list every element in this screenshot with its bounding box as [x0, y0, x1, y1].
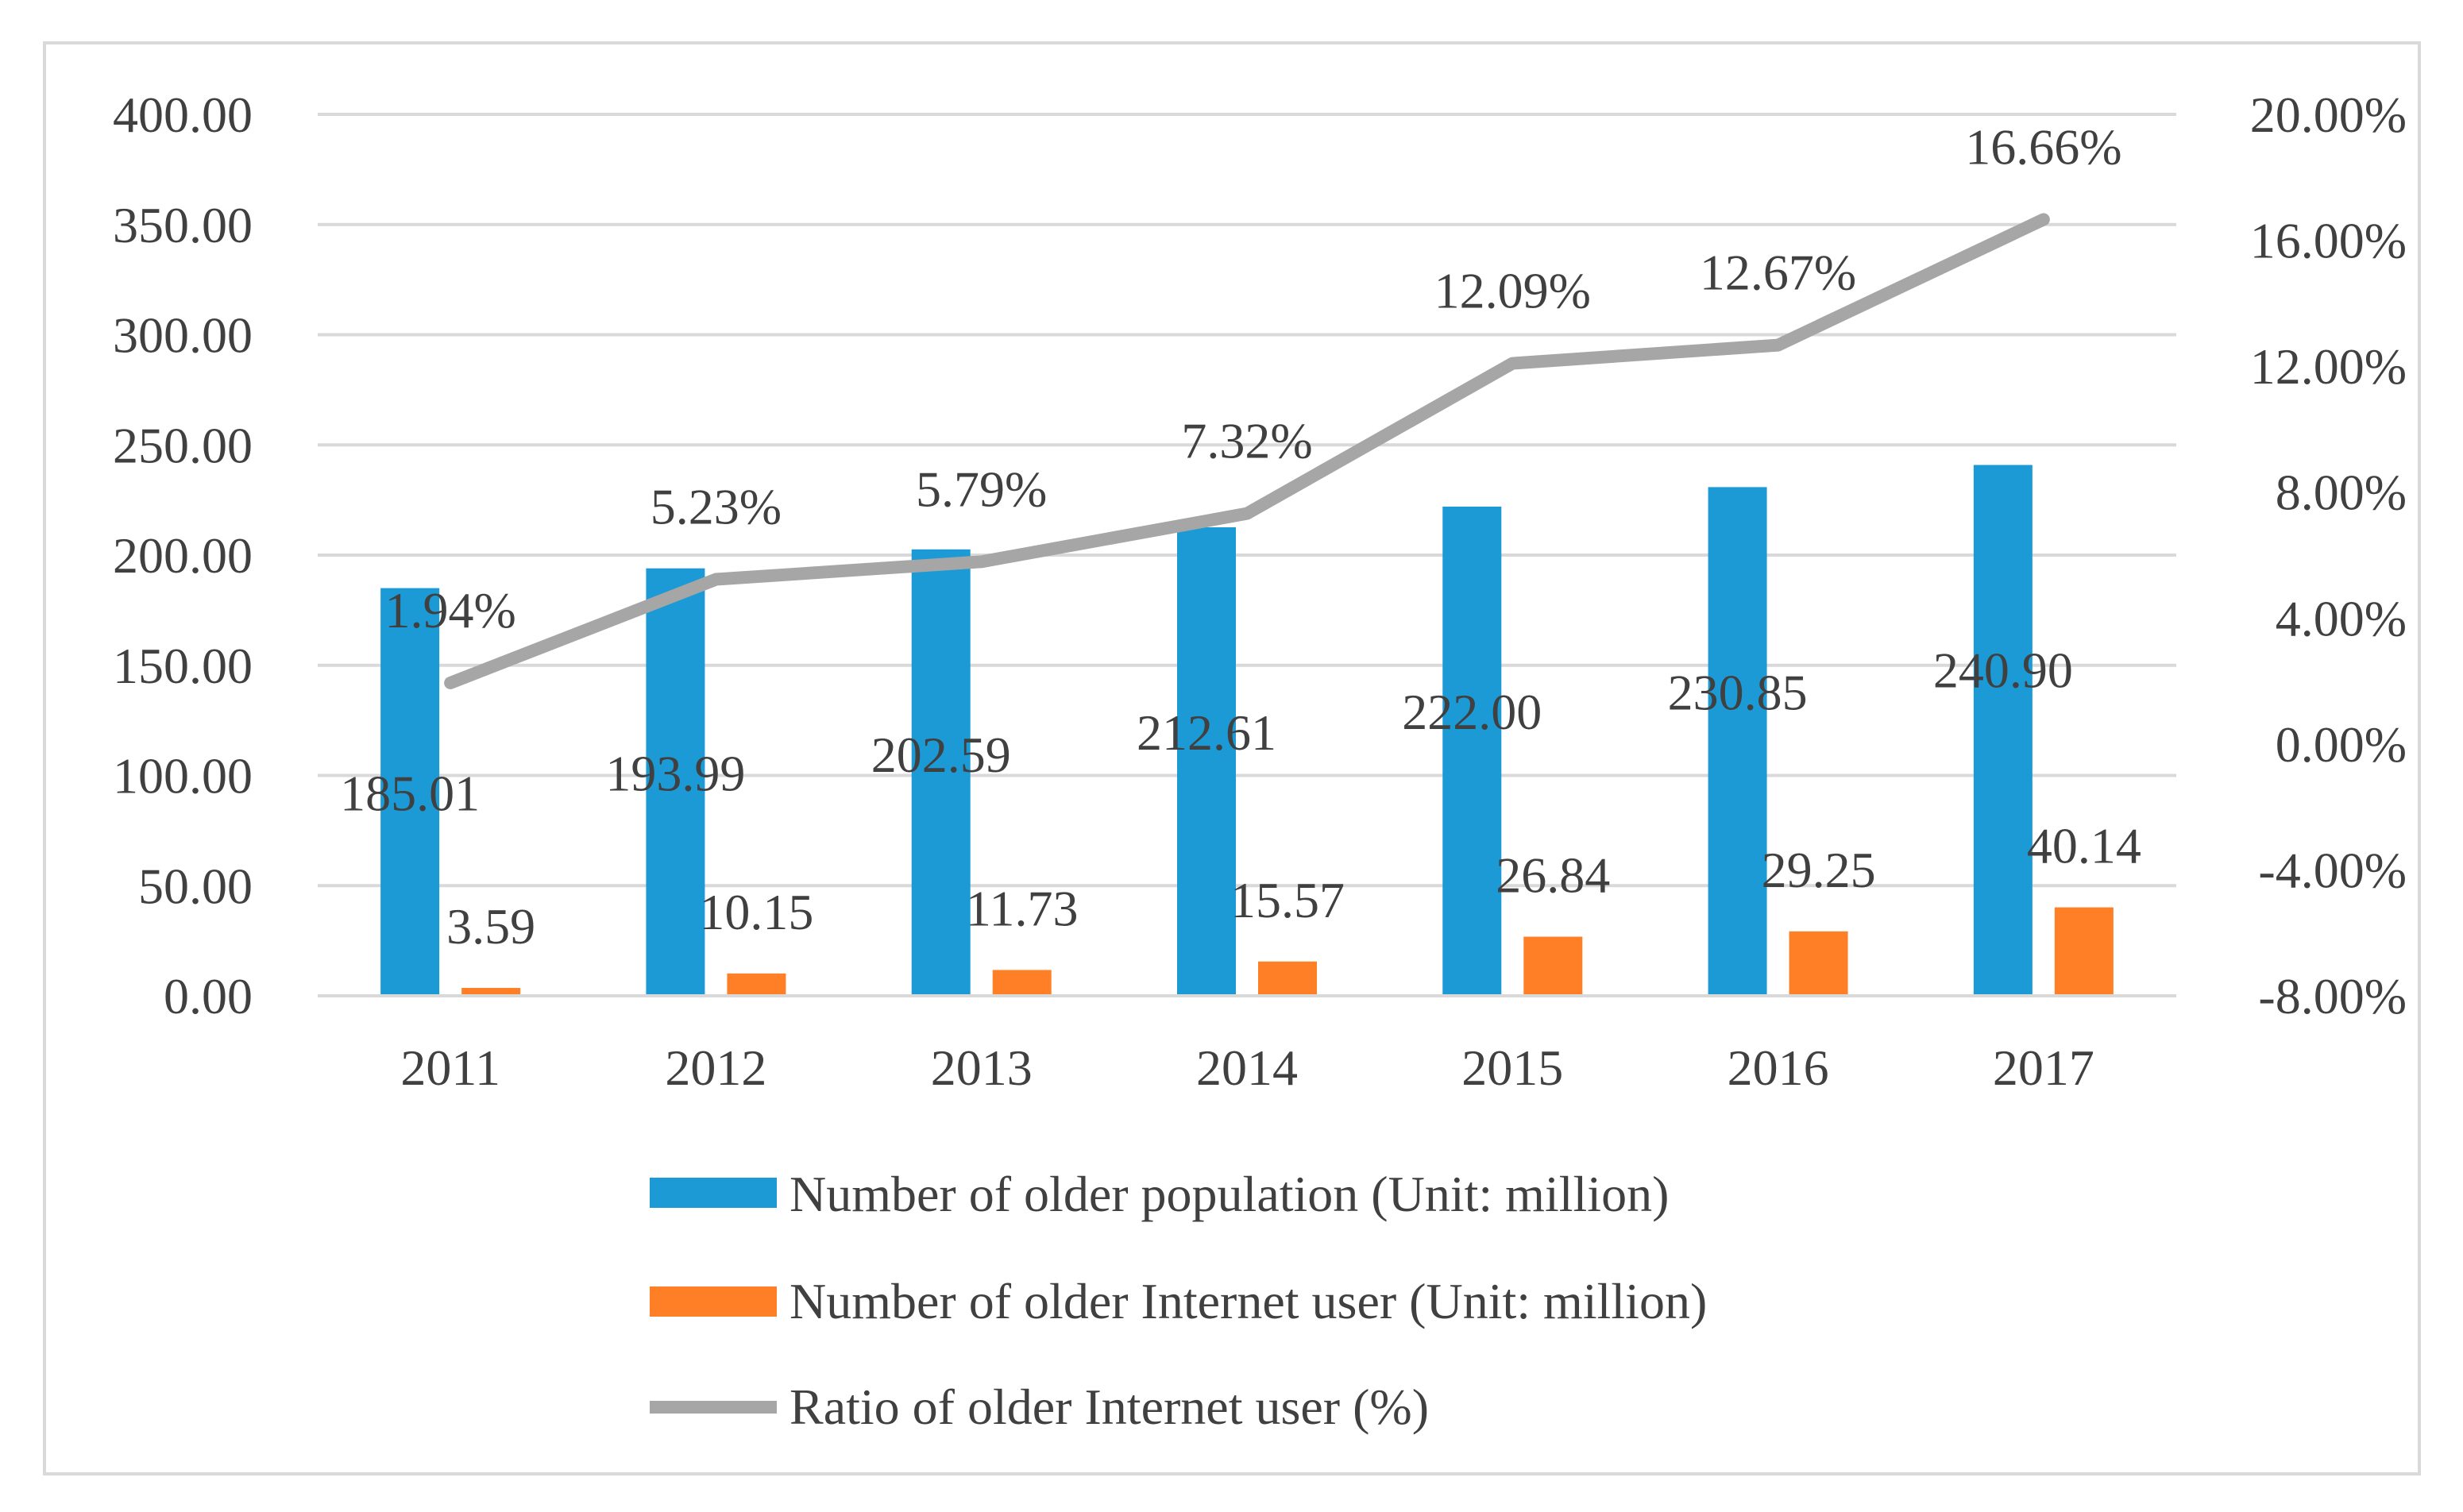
legend-swatch-internet-users — [650, 1286, 777, 1317]
data-label-internet-user: 3.59 — [446, 898, 535, 955]
data-label-ratio: 7.32% — [1181, 413, 1312, 469]
data-label-ratio: 5.79% — [916, 461, 1047, 517]
bar-older-internet-user — [1523, 936, 1583, 996]
bar-older-population — [1708, 487, 1767, 996]
x-axis-tick: 2011 — [400, 1040, 500, 1096]
right-axis-tick: 0.00% — [2276, 716, 2407, 773]
data-labels: 185.01 3.59 193.99 10.15 202.59 11.73 212.61 15… — [340, 118, 2141, 955]
bar-older-population — [1442, 506, 1502, 996]
x-axis-tick: 2017 — [1993, 1040, 2094, 1096]
right-axis-tick: 8.00% — [2276, 465, 2407, 521]
left-axis-tick: 100.00 — [113, 748, 253, 804]
ratio-point — [450, 681, 452, 684]
data-label-population: 212.61 — [1137, 704, 1276, 761]
data-label-internet-user: 15.57 — [1230, 872, 1345, 928]
data-label-population: 193.99 — [605, 746, 745, 802]
legend-label-ratio: Ratio of older Internet user (%) — [789, 1379, 1429, 1435]
right-axis-tick: 4.00% — [2276, 590, 2407, 646]
x-axis-tick: 2014 — [1196, 1040, 1298, 1096]
ratio-point — [1777, 344, 1779, 346]
right-axis-tick: -8.00% — [2258, 968, 2407, 1024]
data-label-population: 230.85 — [1668, 664, 1808, 720]
data-label-population: 202.59 — [871, 727, 1011, 783]
bar-older-internet-user — [461, 988, 521, 996]
legend-label-internet-users: Number of older Internet user (Unit: mil… — [789, 1273, 1707, 1329]
left-axis-tick: 400.00 — [113, 87, 253, 143]
left-axis-tick: 150.00 — [113, 638, 253, 694]
bar-older-population — [380, 588, 440, 996]
data-label-population: 185.01 — [340, 766, 480, 822]
bars — [380, 465, 2114, 996]
left-axis-ticks: 0.00 50.00 100.00 150.00 200.00 250.00 300.00 3… — [113, 87, 253, 1024]
data-label-internet-user: 29.25 — [1762, 842, 1876, 898]
right-axis-tick: 20.00% — [2250, 87, 2407, 143]
left-axis-tick: 300.00 — [113, 307, 253, 364]
data-label-ratio: 12.67% — [1700, 245, 1856, 301]
bar-older-population — [911, 549, 971, 996]
gridlines — [318, 113, 2176, 888]
data-label-internet-user: 10.15 — [699, 884, 813, 940]
legend-label-population: Number of older population (Unit: millio… — [789, 1166, 1669, 1222]
ratio-point — [2042, 218, 2044, 221]
data-label-internet-user: 26.84 — [1496, 847, 1610, 904]
legend: Number of older population (Unit: millio… — [650, 1166, 1707, 1435]
ratio-point — [980, 561, 982, 563]
left-axis-tick: 350.00 — [113, 197, 253, 253]
bar-older-population — [1973, 465, 2033, 996]
data-label-ratio: 16.66% — [1965, 118, 2121, 175]
legend-swatch-population — [650, 1178, 777, 1208]
bar-older-internet-user — [1789, 931, 1848, 996]
bar-older-internet-user — [1258, 961, 1317, 996]
data-label-ratio: 12.09% — [1434, 263, 1591, 319]
right-axis-tick: 12.00% — [2250, 338, 2407, 395]
data-label-population: 240.90 — [1933, 642, 2073, 699]
bar-older-population — [1177, 527, 1236, 996]
bar-older-population — [646, 568, 705, 996]
data-label-population: 222.00 — [1402, 684, 1542, 740]
right-axis-ticks: -8.00% -4.00% 0.00% 4.00% 8.00% 12.00% 16.00% 2… — [2250, 87, 2407, 1024]
ratio-point — [1511, 362, 1514, 364]
right-axis-tick: 16.00% — [2250, 213, 2407, 269]
data-label-internet-user: 11.73 — [966, 880, 1079, 936]
left-axis-tick: 200.00 — [113, 527, 253, 584]
bar-older-internet-user — [992, 970, 1052, 996]
left-axis-tick: 250.00 — [113, 417, 253, 473]
x-axis-tick: 2013 — [931, 1040, 1033, 1096]
ratio-point — [715, 578, 717, 580]
x-axis-tick: 2016 — [1728, 1040, 1829, 1096]
x-axis-tick: 2015 — [1461, 1040, 1563, 1096]
right-axis-tick: -4.00% — [2258, 842, 2407, 898]
data-label-ratio: 5.23% — [650, 479, 782, 535]
bar-older-internet-user — [2054, 907, 2114, 996]
x-axis-ticks: 2011 2012 2013 2014 2015 2016 2017 — [400, 1040, 2094, 1096]
ratio-point — [1246, 512, 1248, 515]
left-axis-tick: 0.00 — [164, 968, 253, 1024]
bar-older-internet-user — [727, 973, 786, 996]
data-label-internet-user: 40.14 — [2027, 818, 2141, 874]
ratio-line — [444, 213, 2050, 689]
left-axis-tick: 50.00 — [138, 858, 253, 914]
data-label-ratio: 1.94% — [384, 582, 515, 638]
x-axis-tick: 2012 — [665, 1040, 766, 1096]
